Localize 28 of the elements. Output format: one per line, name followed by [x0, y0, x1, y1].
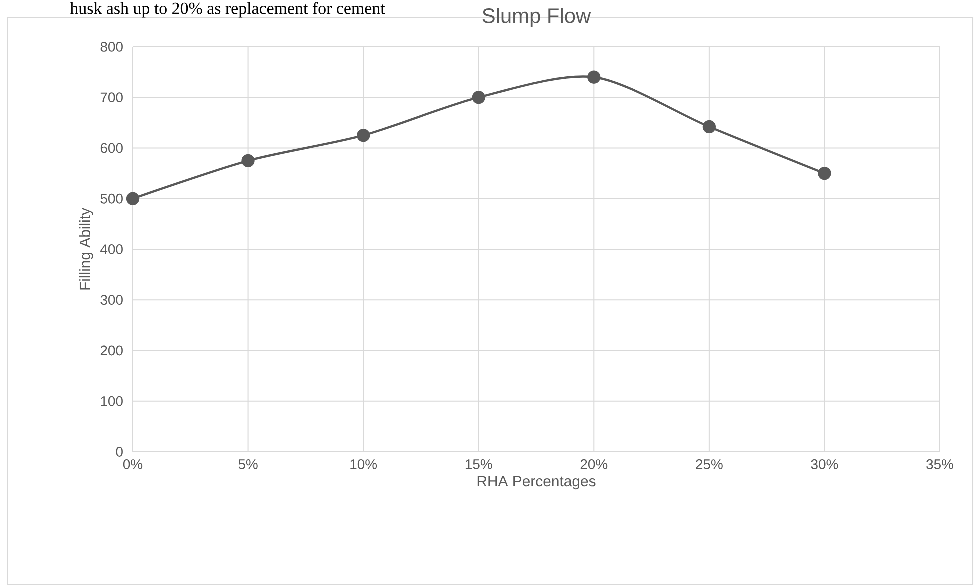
point — [357, 129, 370, 142]
y-tick-label: 300 — [100, 295, 123, 306]
point — [126, 192, 140, 206]
point — [472, 91, 486, 104]
y-tick-label: 800 — [100, 42, 123, 52]
y-tick-label: 600 — [100, 143, 123, 154]
y-tick-label: 200 — [100, 346, 123, 356]
y-tick-label: 500 — [100, 194, 123, 204]
y-axis-title: Filling Ability — [79, 208, 94, 290]
point — [242, 154, 255, 168]
x-tick-label: 20% — [580, 460, 608, 470]
text: husk ash up to 20% as replacement for cement — [70, 2, 386, 18]
x-axis-title: RHA Percentages — [478, 476, 596, 490]
y-tick-label: 100 — [101, 396, 123, 406]
x-tick-label: 15% — [466, 460, 492, 470]
point — [702, 120, 716, 134]
y-tick-label: 700 — [100, 92, 123, 103]
chart-title: Slump Flow — [482, 8, 592, 28]
point — [818, 166, 832, 180]
x-tick-label: 35% — [926, 460, 954, 470]
x-tick-label: 10% — [350, 460, 378, 470]
point — [588, 70, 601, 84]
x-tick-label: 25% — [696, 460, 723, 470]
y-tick-label: 400 — [100, 244, 123, 254]
x-tick-label: 30% — [811, 460, 838, 470]
y-tick-label: 0 — [116, 447, 123, 457]
x-tick-label: 5% — [238, 460, 258, 470]
x-tick-label: 0% — [123, 460, 143, 470]
